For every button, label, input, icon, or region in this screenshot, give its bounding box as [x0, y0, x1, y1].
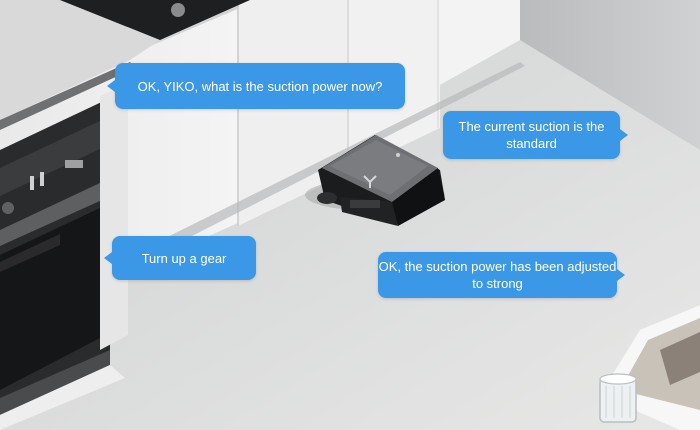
- chat-bubble-robot-reply: The current suction is the standard: [443, 111, 628, 159]
- chat-bubble-text: OK, the suction power has been adjusted …: [378, 259, 617, 291]
- chat-bubble-user-command: Turn up a gear: [104, 236, 256, 280]
- chat-bubble-text: OK, YIKO, what is the suction power now?: [137, 78, 383, 94]
- chat-bubble-robot-confirmation: OK, the suction power has been adjusted …: [378, 252, 625, 298]
- chat-bubble-text: Turn up a gear: [141, 250, 227, 266]
- glass: [599, 373, 637, 423]
- robot-vacuum: [317, 135, 445, 226]
- wall: [520, 0, 700, 150]
- chat-bubble-text: The current suction is the standard: [458, 119, 605, 151]
- sink: [60, 0, 250, 40]
- chat-bubble-user-question: OK, YIKO, what is the suction power now?: [107, 63, 405, 109]
- cabinet-far: [438, 0, 520, 86]
